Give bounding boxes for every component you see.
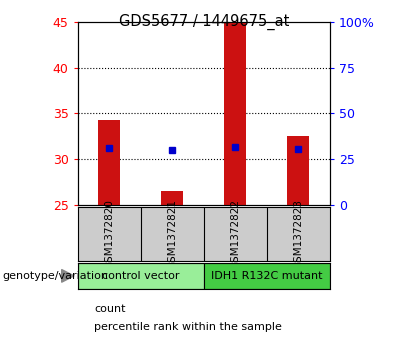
Text: IDH1 R132C mutant: IDH1 R132C mutant <box>211 271 323 281</box>
Text: count: count <box>94 303 126 314</box>
Text: GSM1372823: GSM1372823 <box>293 199 303 269</box>
Text: control vector: control vector <box>102 271 179 281</box>
Text: GSM1372820: GSM1372820 <box>104 199 114 269</box>
Text: genotype/variation: genotype/variation <box>2 271 108 281</box>
Bar <box>161 191 183 205</box>
Bar <box>204 263 330 289</box>
Bar <box>98 120 120 205</box>
Bar <box>287 136 309 205</box>
Text: percentile rank within the sample: percentile rank within the sample <box>94 322 282 332</box>
Text: GSM1372822: GSM1372822 <box>230 199 240 269</box>
Text: GSM1372821: GSM1372821 <box>167 199 177 269</box>
Polygon shape <box>62 269 74 282</box>
Bar <box>78 263 204 289</box>
Text: GDS5677 / 1449675_at: GDS5677 / 1449675_at <box>118 14 289 30</box>
Bar <box>224 22 246 205</box>
